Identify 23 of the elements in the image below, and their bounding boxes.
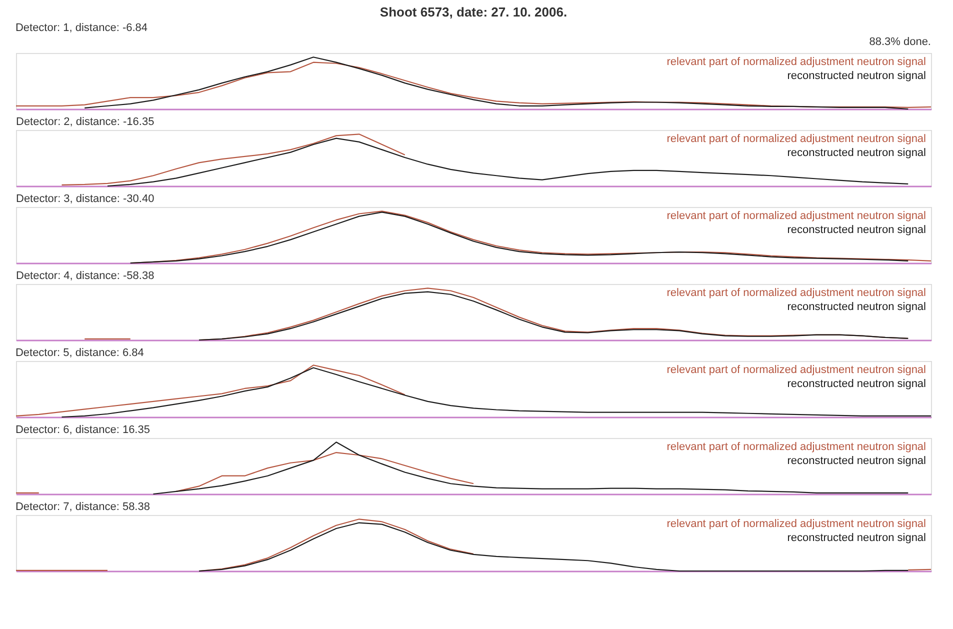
text: 88.3% done. <box>869 36 931 48</box>
text: reconstructed neutron signal <box>787 532 926 544</box>
text: relevant part of normalized adjustment neutron signal <box>666 287 926 299</box>
text: reconstructed neutron signal <box>787 301 926 313</box>
chart-title: Detector: 4, distance: -58.38 <box>16 270 154 282</box>
text: reconstructed neutron signal <box>787 378 926 390</box>
text: reconstructed neutron signal <box>787 455 926 467</box>
chart-title: Detector: 7, distance: 58.38 <box>15 501 150 513</box>
text: reconstructed neutron signal <box>787 70 926 82</box>
text: relevant part of normalized adjustment neutron signal <box>666 441 926 453</box>
chart-title: Shoot 6573, date: 27. 10. 2006. <box>380 4 568 20</box>
text: relevant part of normalized adjustment neutron signal <box>666 56 926 68</box>
series-label: reconstructed neutron signal <box>787 147 926 159</box>
chart-title: Detector: 5, distance: 6.84 <box>15 347 144 359</box>
text: relevant part of normalized adjustment neutron signal <box>666 364 926 376</box>
text: relevant part of normalized adjustment neutron signal <box>666 133 926 145</box>
chart-title: Detector: 6, distance: 16.35 <box>15 424 150 436</box>
chart-title: Detector: 2, distance: -16.35 <box>16 116 154 128</box>
chart-title: Detector: 3, distance: -30.40 <box>16 193 154 205</box>
text: relevant part of normalized adjustment neutron signal <box>666 210 926 222</box>
series-label: reconstructed neutron signal <box>787 224 926 236</box>
text: relevant part of normalized adjustment neutron signal <box>666 518 926 530</box>
chart-subtitle: Detector: 1, distance: -6.84 <box>15 22 148 34</box>
